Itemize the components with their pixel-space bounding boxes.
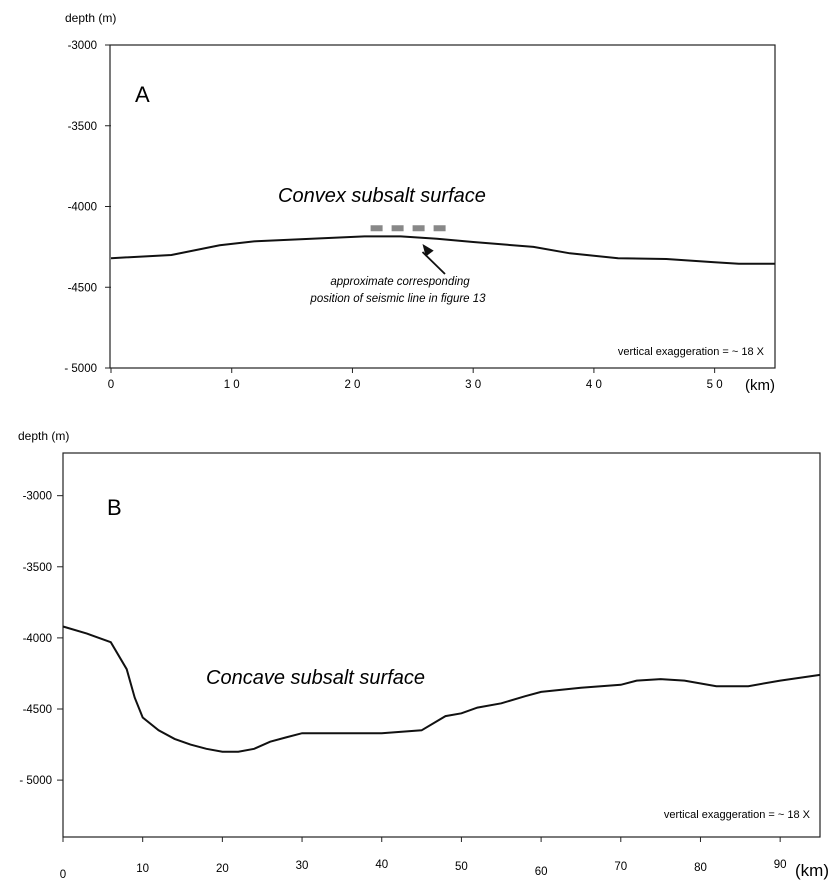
panel-a: depth (m) -3000 -3500 -4000 -4500 - 5000 0 1 0… [64, 11, 776, 394]
panel-a-y-tick-label: -4000 [68, 202, 97, 214]
panel-b-y-tick-label: - 5000 [19, 775, 52, 787]
panel-a-x-tick-label: 0 [108, 379, 114, 391]
panel-a-x-tick-label: 3 0 [465, 379, 481, 391]
panel-a-x-tick-label: 2 0 [344, 379, 360, 391]
annotation-line-2: position of seismic line in figure 13 [309, 293, 486, 305]
panel-b: depth (m) -3000 -3500 -4000 -4500 - 5000 0 10 2… [18, 429, 829, 881]
panel-b-letter: B [107, 495, 122, 520]
panel-a-x-tick-label: 4 0 [586, 379, 602, 391]
panel-b-exaggeration-note: vertical exaggeration = ~ 18 X [664, 809, 811, 821]
panel-a-x-unit: (km) [745, 377, 775, 394]
panel-a-y-tick-label: -3500 [68, 121, 97, 133]
panel-a-exaggeration-note: vertical exaggeration = ~ 18 X [618, 346, 765, 358]
panel-b-x-tick-label: 50 [455, 861, 468, 873]
panel-a-y-tick-label: - 5000 [64, 363, 97, 375]
panel-b-axes: -3000 -3500 -4000 -4500 - 5000 0 10 20 30 40 50 60 7… [19, 491, 786, 881]
panel-b-x-tick-label: 70 [614, 861, 627, 873]
panel-a-axes: -3000 -3500 -4000 -4500 - 5000 0 1 0 2 0 3 0 4 0 5… [64, 40, 722, 391]
panel-a-y-tick-label: -3000 [68, 40, 97, 52]
annotation-line-1: approximate corresponding [330, 276, 470, 288]
panel-b-x-tick-label: 30 [296, 860, 309, 872]
panel-b-x-tick-label: 40 [375, 859, 388, 871]
panel-a-ylabel: depth (m) [65, 11, 116, 25]
panel-a-x-tick-label: 1 0 [224, 379, 240, 391]
panel-a-x-tick-label: 5 0 [707, 379, 723, 391]
panel-b-x-tick-label: 60 [535, 866, 548, 878]
panel-b-y-tick-label: -4000 [23, 633, 52, 645]
panel-a-annotation: approximate corresponding position of se… [309, 244, 486, 305]
panel-b-ylabel: depth (m) [18, 429, 69, 443]
panel-b-curve-title: Concave subsalt surface [206, 667, 425, 689]
panel-b-x-tick-label: 10 [136, 863, 149, 875]
annotation-arrowhead [422, 244, 434, 257]
panel-b-x-tick-label: 90 [774, 859, 787, 871]
panel-b-y-tick-label: -4500 [23, 704, 52, 716]
panel-b-x-tick-label: 0 [60, 869, 66, 881]
panel-b-x-tick-label: 20 [216, 863, 229, 875]
panel-b-frame [62, 452, 821, 838]
panel-b-curve [62, 625, 821, 753]
panel-b-y-tick-label: -3500 [23, 562, 52, 574]
panel-a-letter: A [135, 82, 150, 107]
panel-b-x-unit: (km) [795, 861, 829, 880]
panel-b-x-tick-label: 80 [694, 862, 707, 874]
panel-b-y-tick-label: -3000 [23, 491, 52, 503]
panel-a-y-tick-label: -4500 [68, 282, 97, 294]
panel-a-curve-title: Convex subsalt surface [278, 185, 486, 207]
panel-a-curve [110, 235, 775, 265]
